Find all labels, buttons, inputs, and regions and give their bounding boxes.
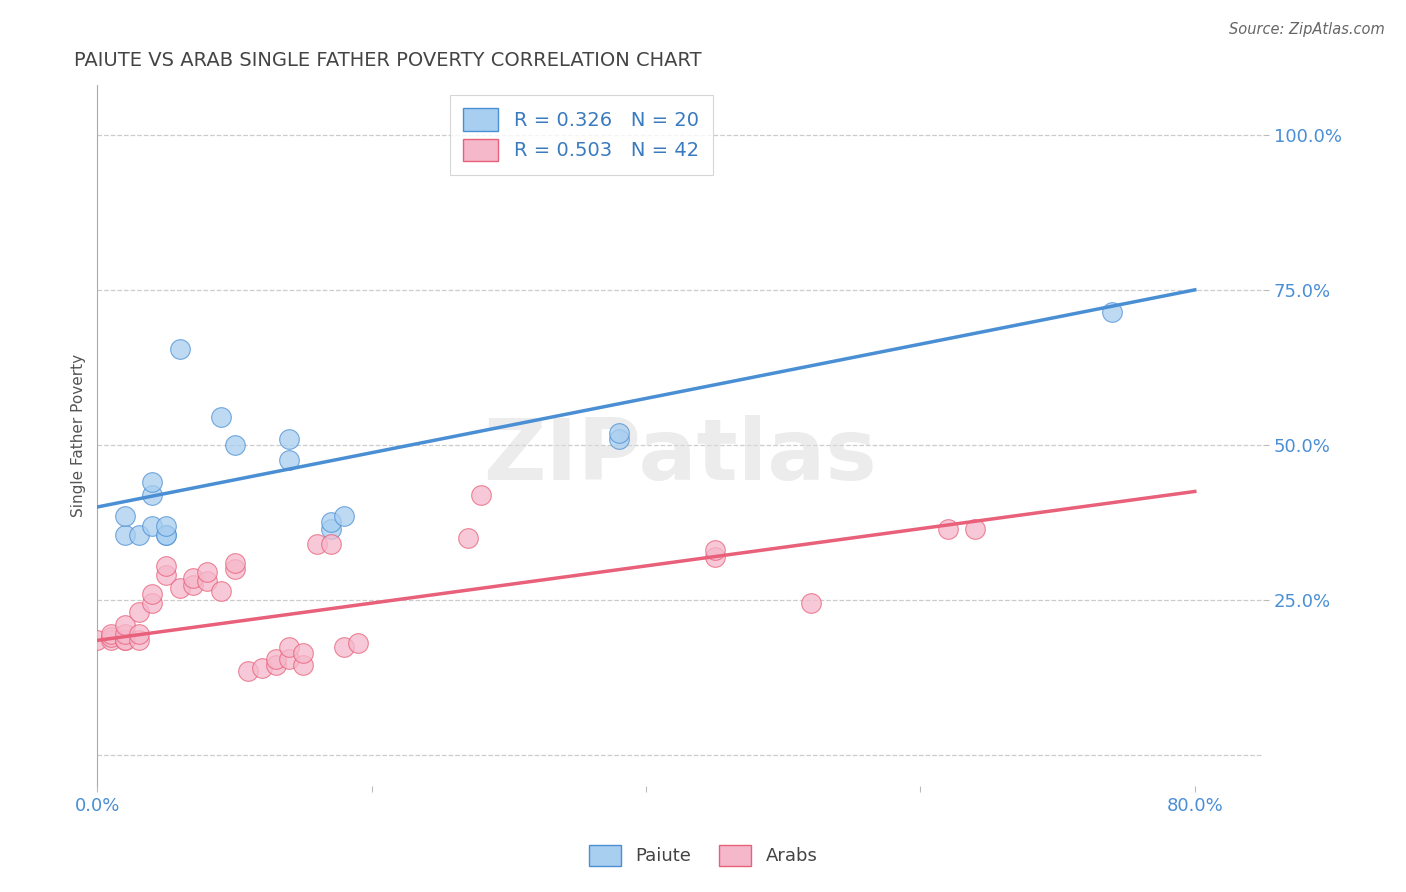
Point (114, 528, 136, 542)
Y-axis label: Single Father Poverty: Single Father Poverty (72, 354, 86, 517)
Point (155, 528, 177, 542)
Point (703, 543, 725, 558)
Point (264, 658, 287, 673)
Point (141, 587, 163, 601)
Point (224, 556, 246, 570)
Point (100, 630, 122, 644)
Point (86, 633, 108, 648)
Point (1101, 304, 1123, 318)
Point (965, 522, 987, 536)
Point (319, 537, 342, 551)
Point (128, 633, 150, 648)
Text: Source: ZipAtlas.com: Source: ZipAtlas.com (1229, 22, 1385, 37)
Point (114, 509, 136, 524)
Point (183, 577, 205, 591)
Point (155, 518, 177, 533)
Point (224, 438, 246, 452)
Point (278, 652, 301, 666)
Point (319, 516, 342, 530)
Text: PAIUTE VS ARAB SINGLE FATHER POVERTY CORRELATION CHART: PAIUTE VS ARAB SINGLE FATHER POVERTY COR… (75, 51, 702, 70)
Point (333, 509, 356, 524)
Point (155, 558, 177, 573)
Point (224, 562, 246, 576)
Point (607, 425, 630, 440)
Point (209, 583, 232, 598)
Point (141, 487, 163, 501)
Point (114, 618, 136, 632)
Point (319, 522, 342, 536)
Point (936, 522, 959, 536)
Point (305, 537, 328, 551)
Point (114, 633, 136, 648)
Point (195, 574, 218, 589)
Point (100, 627, 122, 641)
Point (470, 487, 492, 501)
Point (141, 518, 163, 533)
Point (238, 665, 260, 679)
Point (264, 652, 287, 666)
Point (292, 646, 315, 660)
Point (128, 528, 150, 542)
Legend: Paiute, Arabs: Paiute, Arabs (576, 832, 830, 879)
Point (292, 658, 315, 673)
Point (333, 640, 356, 654)
Point (800, 596, 823, 610)
Point (607, 432, 630, 446)
Point (250, 661, 273, 675)
Point (183, 571, 205, 585)
Point (278, 453, 301, 467)
Point (457, 531, 479, 545)
Point (278, 432, 301, 446)
Text: ZIPatlas: ZIPatlas (484, 415, 877, 498)
Point (155, 528, 177, 542)
Point (141, 475, 163, 490)
Point (195, 565, 218, 579)
Point (347, 636, 370, 650)
Point (128, 606, 150, 620)
Point (169, 581, 191, 595)
Point (128, 627, 150, 641)
Point (155, 568, 177, 582)
Point (278, 640, 301, 654)
Point (114, 633, 136, 648)
Point (114, 627, 136, 641)
Point (169, 342, 191, 356)
Point (209, 410, 232, 425)
Point (100, 633, 122, 648)
Point (703, 549, 725, 564)
Point (141, 596, 163, 610)
Legend: R = 0.326   N = 20, R = 0.503   N = 42: R = 0.326 N = 20, R = 0.503 N = 42 (450, 95, 713, 175)
